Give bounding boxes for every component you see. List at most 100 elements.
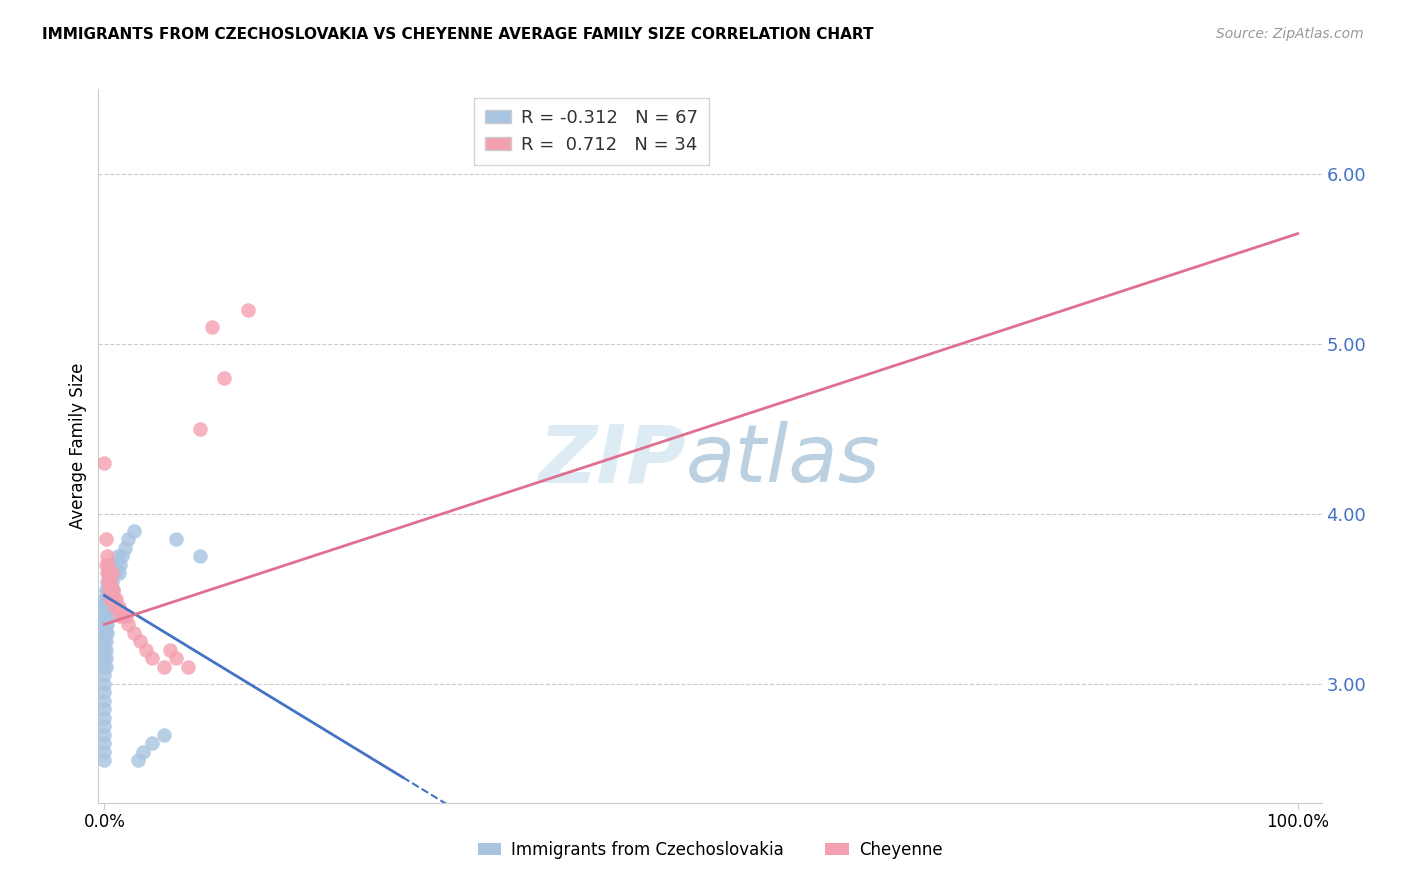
Point [93, 711, 115, 725]
Point [141, 651, 163, 665]
Point [94, 626, 117, 640]
Point [188, 549, 211, 564]
Point [101, 583, 124, 598]
Point [94, 558, 117, 572]
Point [97, 574, 120, 589]
Point [98, 574, 121, 589]
Point [98, 583, 121, 598]
Point [96, 583, 118, 598]
Point [98, 591, 121, 606]
Point [201, 320, 224, 334]
Point [98, 583, 121, 598]
Point [96, 566, 118, 581]
Y-axis label: Average Family Size: Average Family Size [69, 363, 87, 529]
Point [94, 608, 117, 623]
Point [96, 608, 118, 623]
Point [177, 660, 200, 674]
Point [93, 626, 115, 640]
Point [96, 626, 118, 640]
Point [108, 558, 131, 572]
Point [93, 660, 115, 674]
Point [93, 694, 115, 708]
Text: IMMIGRANTS FROM CZECHOSLOVAKIA VS CHEYENNE AVERAGE FAMILY SIZE CORRELATION CHART: IMMIGRANTS FROM CZECHOSLOVAKIA VS CHEYEN… [42, 27, 873, 42]
Point [103, 591, 125, 606]
Point [97, 566, 120, 581]
Point [236, 303, 259, 318]
Point [93, 634, 115, 648]
Point [94, 651, 117, 665]
Point [93, 702, 115, 716]
Point [100, 574, 122, 589]
Point [111, 608, 134, 623]
Point [100, 566, 122, 581]
Point [93, 591, 115, 606]
Point [107, 549, 129, 564]
Point [94, 533, 117, 547]
Point [105, 591, 128, 606]
Point [93, 677, 115, 691]
Point [104, 600, 127, 615]
Point [94, 634, 117, 648]
Point [114, 541, 136, 555]
Point [93, 745, 115, 759]
Point [97, 591, 120, 606]
Point [111, 549, 134, 564]
Point [107, 566, 129, 581]
Point [188, 422, 211, 436]
Point [96, 617, 118, 632]
Point [100, 558, 122, 572]
Point [165, 533, 187, 547]
Point [93, 719, 115, 733]
Point [94, 591, 117, 606]
Point [98, 566, 121, 581]
Point [93, 617, 115, 632]
Point [131, 745, 153, 759]
Point [94, 617, 117, 632]
Point [94, 583, 117, 598]
Point [98, 574, 121, 589]
Point [97, 558, 120, 572]
Point [135, 643, 157, 657]
Point [104, 566, 127, 581]
Point [93, 643, 115, 657]
Point [98, 566, 121, 581]
Text: ZIP: ZIP [538, 421, 686, 500]
Point [108, 608, 131, 623]
Point [94, 643, 117, 657]
Text: atlas: atlas [686, 421, 880, 500]
Point [105, 558, 128, 572]
Point [100, 583, 122, 598]
Point [141, 736, 163, 750]
Point [98, 583, 121, 598]
Point [98, 591, 121, 606]
Legend: Immigrants from Czechoslovakia, Cheyenne: Immigrants from Czechoslovakia, Cheyenne [471, 835, 949, 866]
Point [101, 566, 124, 581]
Point [129, 634, 152, 648]
Point [153, 728, 176, 742]
Point [117, 617, 139, 632]
Point [97, 583, 120, 598]
Point [98, 558, 121, 572]
Point [115, 608, 138, 623]
Point [96, 549, 118, 564]
Point [93, 600, 115, 615]
Point [96, 591, 118, 606]
Point [93, 668, 115, 682]
Point [93, 728, 115, 742]
Point [93, 736, 115, 750]
Point [165, 651, 187, 665]
Point [94, 600, 117, 615]
Point [159, 643, 181, 657]
Point [153, 660, 176, 674]
Point [96, 600, 118, 615]
Point [93, 753, 115, 767]
Point [93, 608, 115, 623]
Point [96, 574, 118, 589]
Point [103, 558, 125, 572]
Point [93, 456, 115, 470]
Point [127, 753, 149, 767]
Text: Source: ZipAtlas.com: Source: ZipAtlas.com [1216, 27, 1364, 41]
Point [122, 524, 145, 538]
Point [117, 533, 139, 547]
Point [93, 685, 115, 699]
